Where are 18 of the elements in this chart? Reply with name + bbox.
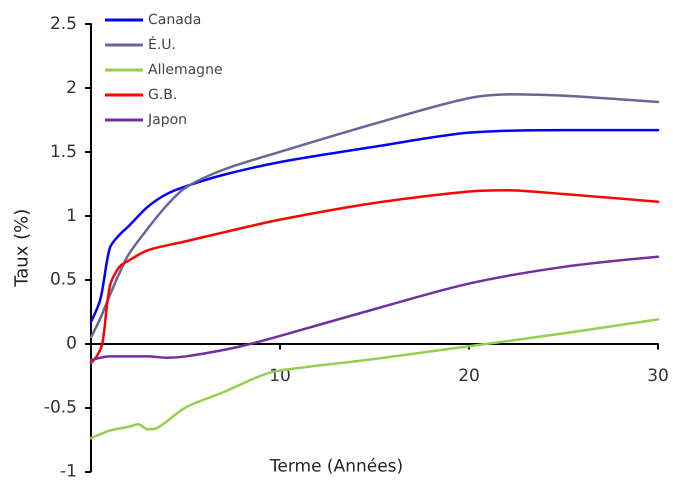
y-axis-title: Taux (%) xyxy=(12,208,32,288)
x-tick-label: 20 xyxy=(458,366,480,386)
y-tick-label: 0 xyxy=(66,334,77,354)
legend-label: G.B. xyxy=(148,87,178,103)
y-tick-label: 1.5 xyxy=(50,142,77,162)
x-tick-label: 30 xyxy=(647,366,669,386)
legend-label: Allemagne xyxy=(148,62,223,78)
y-tick-label: 1 xyxy=(66,206,77,226)
y-tick-label: -1 xyxy=(60,462,77,480)
legend-label: Japon xyxy=(147,112,188,128)
legend-label: É.U. xyxy=(148,36,176,53)
y-tick-label: 2.5 xyxy=(50,14,77,34)
line-series xyxy=(90,128,660,324)
legend-label: Canada xyxy=(148,12,202,28)
y-tick-label: 2 xyxy=(66,78,77,98)
y-tick-label: 0.5 xyxy=(50,270,77,290)
y-tick-label: -0.5 xyxy=(44,398,77,418)
x-axis-title: Terme (Années) xyxy=(268,456,404,476)
